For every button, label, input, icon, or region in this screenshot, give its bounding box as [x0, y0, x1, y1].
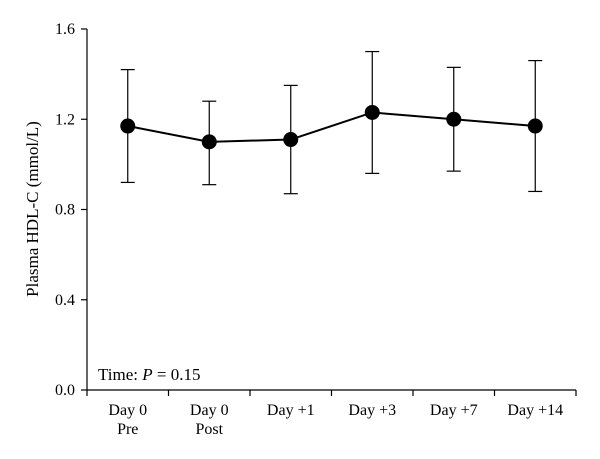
x-tick-label-line: Day +7 [430, 402, 478, 419]
y-tick-label: 0.0 [55, 382, 75, 399]
x-tick-label: Day 0 Pre [108, 402, 147, 438]
axes [86, 29, 576, 391]
y-tick-label: 0.8 [55, 202, 75, 219]
data-point [527, 118, 543, 134]
x-tick-label: Day +7 [430, 402, 478, 419]
x-tick-label-line: Post [195, 421, 223, 438]
x-tick-label: Day +14 [507, 402, 563, 419]
annotation-italic: P [141, 365, 152, 384]
y-tick-label: 1.2 [55, 111, 75, 128]
data-point [283, 132, 299, 148]
x-tick-label-line: Day 0 [190, 402, 229, 419]
data-point [120, 118, 136, 134]
x-tick-label-line: Pre [117, 421, 138, 438]
data-point [364, 104, 380, 120]
annotation-suffix: = 0.15 [153, 365, 201, 384]
x-tick-label: Day +1 [267, 402, 315, 419]
annotation-prefix: Time: [98, 365, 142, 384]
x-tick-label: Day 0 Post [190, 402, 229, 438]
error-bars [120, 50, 543, 195]
y-ticks: 0.0 0.4 0.8 1.2 1.6 [55, 21, 87, 399]
y-tick-label: 0.4 [55, 292, 75, 309]
y-axis-title: Plasma HDL-C (mmol/L) [23, 121, 42, 297]
x-tick-label-line: Day +1 [267, 402, 315, 419]
series-line [127, 111, 536, 143]
series [120, 104, 543, 150]
y-tick-label: 1.6 [55, 21, 75, 38]
x-tick-label: Day +3 [348, 402, 396, 419]
annotation-p-value: Time: P = 0.15 [98, 365, 201, 384]
x-tick-label-line: Day +3 [348, 402, 396, 419]
x-tick-label-line: Day +14 [507, 402, 563, 419]
x-ticks: Day 0 Pre Day 0 Post Day +1 Day +3 Day +7 Day +… [86, 390, 577, 438]
x-tick-label-line: Day 0 [108, 402, 147, 419]
data-point [446, 111, 462, 127]
data-point [201, 134, 217, 150]
